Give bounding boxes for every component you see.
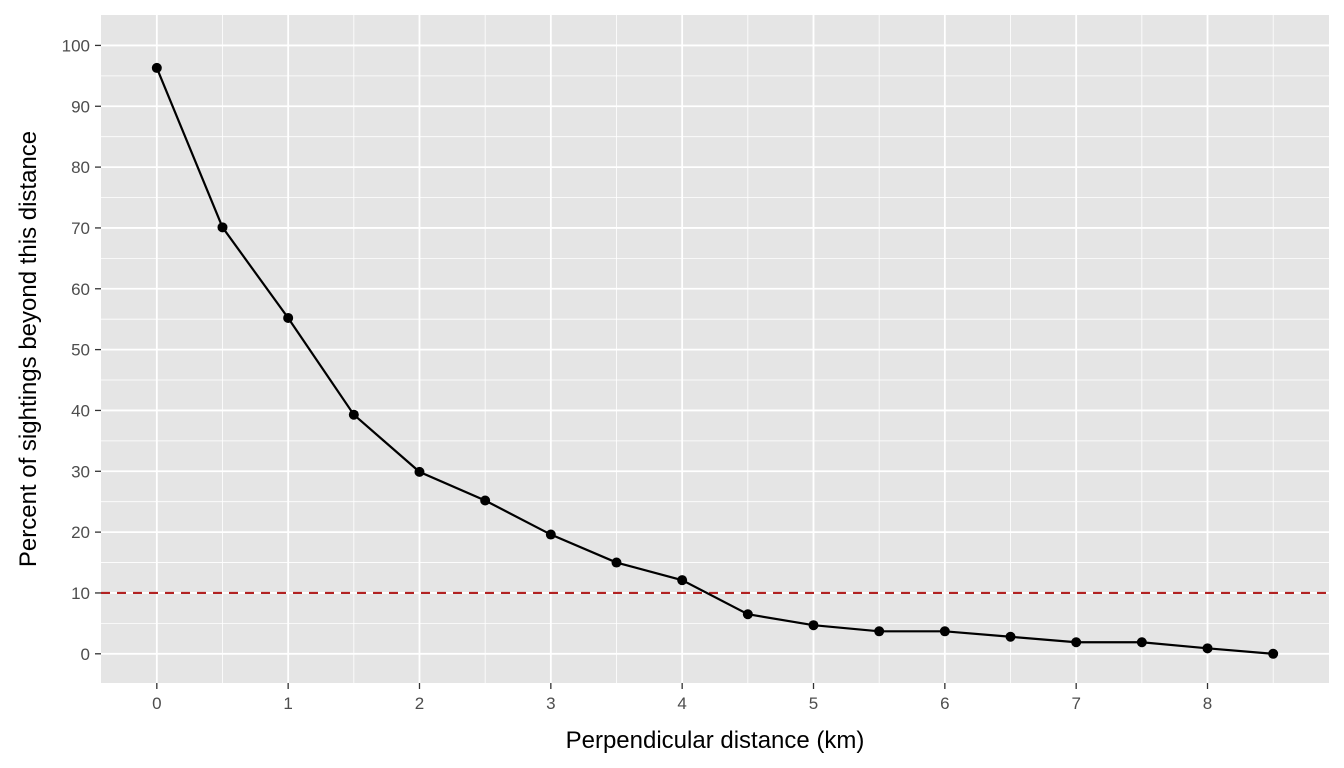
grid-major (101, 15, 1329, 683)
x-tick-label: 3 (546, 694, 555, 713)
data-point (1005, 631, 1016, 642)
data-points (151, 62, 1279, 659)
y-axis-ticks (95, 44, 101, 655)
data-point (348, 409, 359, 420)
data-point (677, 575, 688, 586)
y-tick-label: 40 (71, 401, 90, 420)
y-tick-label: 50 (71, 341, 90, 360)
data-point (874, 626, 885, 637)
x-tick-label: 8 (1203, 694, 1212, 713)
data-point (217, 222, 228, 233)
x-axis-title: Perpendicular distance (km) (566, 727, 865, 754)
data-point (808, 620, 819, 631)
data-point (480, 495, 491, 506)
y-axis-tick-labels: 0 10 20 30 40 50 60 70 80 90 100 (62, 36, 90, 663)
data-point (151, 62, 162, 73)
data-point (939, 626, 950, 637)
y-tick-label: 90 (71, 97, 90, 116)
data-point (545, 529, 556, 540)
grid-minor (101, 15, 1329, 683)
data-point (1136, 637, 1147, 648)
x-axis-tick-labels: 0 1 2 3 4 5 6 7 8 (152, 694, 1212, 713)
x-tick-label: 5 (809, 694, 818, 713)
y-tick-label: 100 (62, 36, 90, 55)
x-axis-ticks (156, 683, 1209, 689)
y-tick-label: 60 (71, 280, 90, 299)
x-tick-label: 2 (415, 694, 424, 713)
x-tick-label: 4 (677, 694, 686, 713)
data-point (1071, 637, 1082, 648)
data-point (611, 557, 622, 568)
x-tick-label: 1 (283, 694, 292, 713)
y-tick-label: 30 (71, 462, 90, 481)
data-point (1202, 643, 1213, 654)
data-point (742, 609, 753, 620)
x-tick-label: 6 (940, 694, 949, 713)
x-tick-label: 7 (1071, 694, 1080, 713)
y-tick-label: 20 (71, 523, 90, 542)
y-tick-label: 10 (71, 584, 90, 603)
data-point (283, 312, 294, 323)
data-point (414, 466, 425, 477)
y-axis-title: Percent of sightings beyond this distanc… (15, 131, 42, 567)
y-tick-label: 0 (81, 645, 90, 664)
y-tick-label: 70 (71, 219, 90, 238)
y-tick-label: 80 (71, 158, 90, 177)
data-point (1268, 648, 1279, 659)
series-line (155, 67, 1274, 655)
x-tick-label: 0 (152, 694, 161, 713)
